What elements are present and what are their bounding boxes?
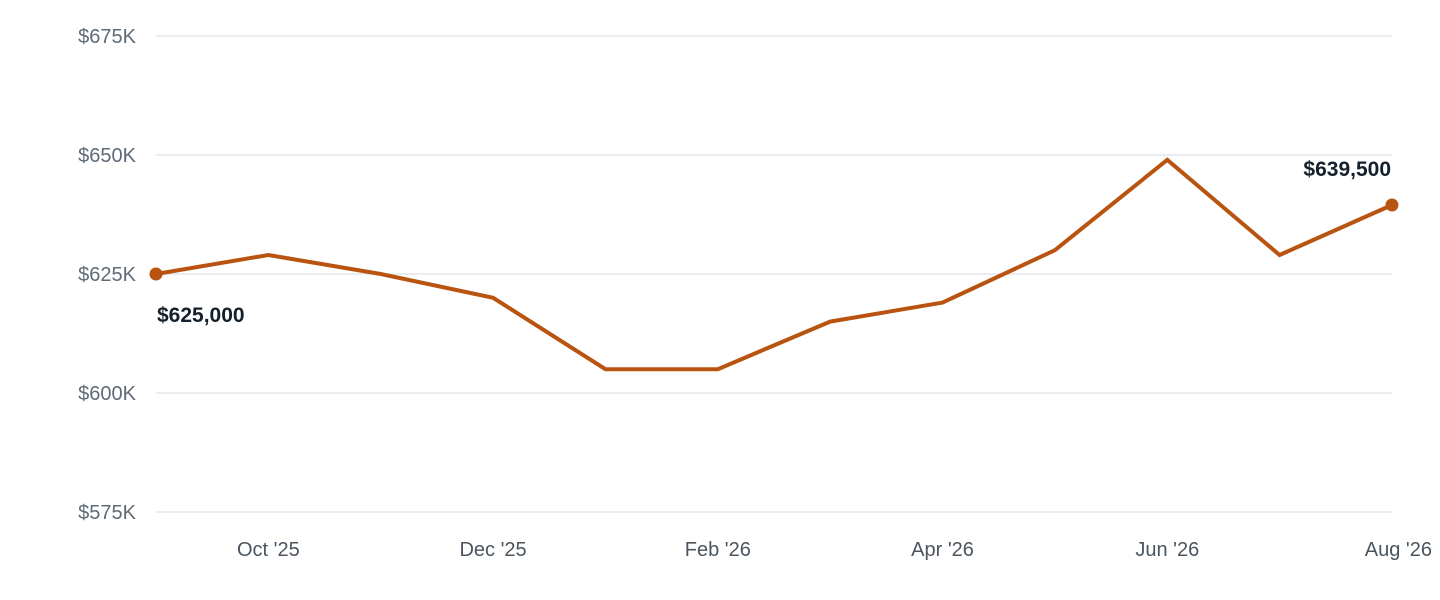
y-axis-ticks: $575K $600K $625K $650K $675K	[78, 26, 136, 524]
data-label: $639,500	[1303, 158, 1391, 181]
x-tick-label: Apr '26	[911, 539, 974, 561]
x-tick-label: Aug '26	[1365, 539, 1432, 561]
y-tick-label: $625K	[78, 264, 136, 286]
gridlines	[156, 35, 1392, 513]
x-tick-label: Oct '25	[237, 539, 300, 561]
data-label: $625,000	[157, 304, 245, 327]
endpoint-markers	[149, 198, 1399, 281]
series-line-group	[154, 157, 1394, 372]
x-axis-ticks: Oct '25 Dec '25 Feb '26 Apr '26 Jun '26 Aug '…	[237, 539, 1432, 561]
x-tick-label: Feb '26	[685, 539, 751, 561]
x-tick-label: Dec '25	[459, 539, 526, 561]
data-labels: $625,000 $639,500	[157, 158, 1391, 327]
y-tick-label: $600K	[78, 383, 136, 405]
y-tick-label: $675K	[78, 26, 136, 48]
data-point-marker	[1385, 198, 1399, 212]
y-tick-label: $575K	[78, 502, 136, 524]
x-tick-label: Jun '26	[1135, 539, 1199, 561]
y-tick-label: $650K	[78, 145, 136, 167]
series-line	[154, 157, 1394, 372]
data-point-marker	[149, 267, 163, 281]
